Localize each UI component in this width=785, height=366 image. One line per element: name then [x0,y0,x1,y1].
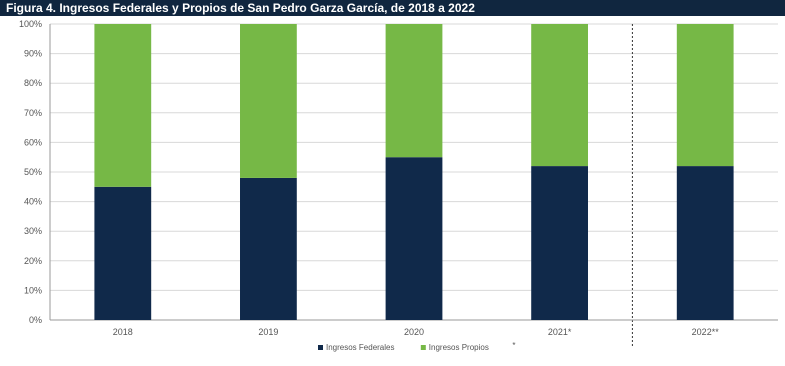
y-tick-label: 70% [24,108,42,118]
bar-propios [94,24,152,187]
legend-label: Ingresos Propios [429,343,489,352]
bar-propios [240,24,297,178]
y-tick-label: 30% [24,226,42,236]
y-tick-label: 50% [24,167,42,177]
stacked-bar-chart: 0%10%20%30%40%50%60%70%80%90%100% 2018 20… [19,19,778,352]
y-tick-label: 90% [24,49,42,59]
bar-propios [531,24,588,167]
legend-label: Ingresos Federales [326,343,394,352]
legend-note: * [512,341,515,350]
bar-federales [676,166,734,320]
chart-title: Figura 4. Ingresos Federales y Propios d… [0,0,785,16]
bar-propios [385,24,443,158]
bar-federales [531,166,588,320]
y-tick-label: 100% [19,19,42,29]
legend-swatch [318,345,323,350]
bar-federales [240,177,297,320]
bar-federales [385,157,443,320]
y-tick-label: 60% [24,137,42,147]
bars [94,24,734,320]
x-tick-label: 2021* [548,327,572,337]
x-tick-label: 2022** [692,327,720,337]
y-tick-label: 40% [24,197,42,207]
x-tick-label: 2020 [404,327,424,337]
y-axis: 0% 10% 20% 30% 40% 50% 60% 70% 80% 90% 100% [19,19,778,325]
x-tick-label: 2019 [258,327,278,337]
y-tick-label: 0% [29,315,42,325]
legend-swatch [420,345,426,350]
x-axis-labels: 2018 2019 2020 2021* 2022** [113,327,719,337]
y-tick-label: 20% [24,256,42,266]
legend: Ingresos Federales Ingresos Propios * [318,341,516,352]
x-tick-label: 2018 [113,327,133,337]
bar-federales [94,186,152,320]
y-tick-label: 10% [24,285,42,295]
bar-propios [676,24,734,167]
y-tick-label: 80% [24,78,42,88]
